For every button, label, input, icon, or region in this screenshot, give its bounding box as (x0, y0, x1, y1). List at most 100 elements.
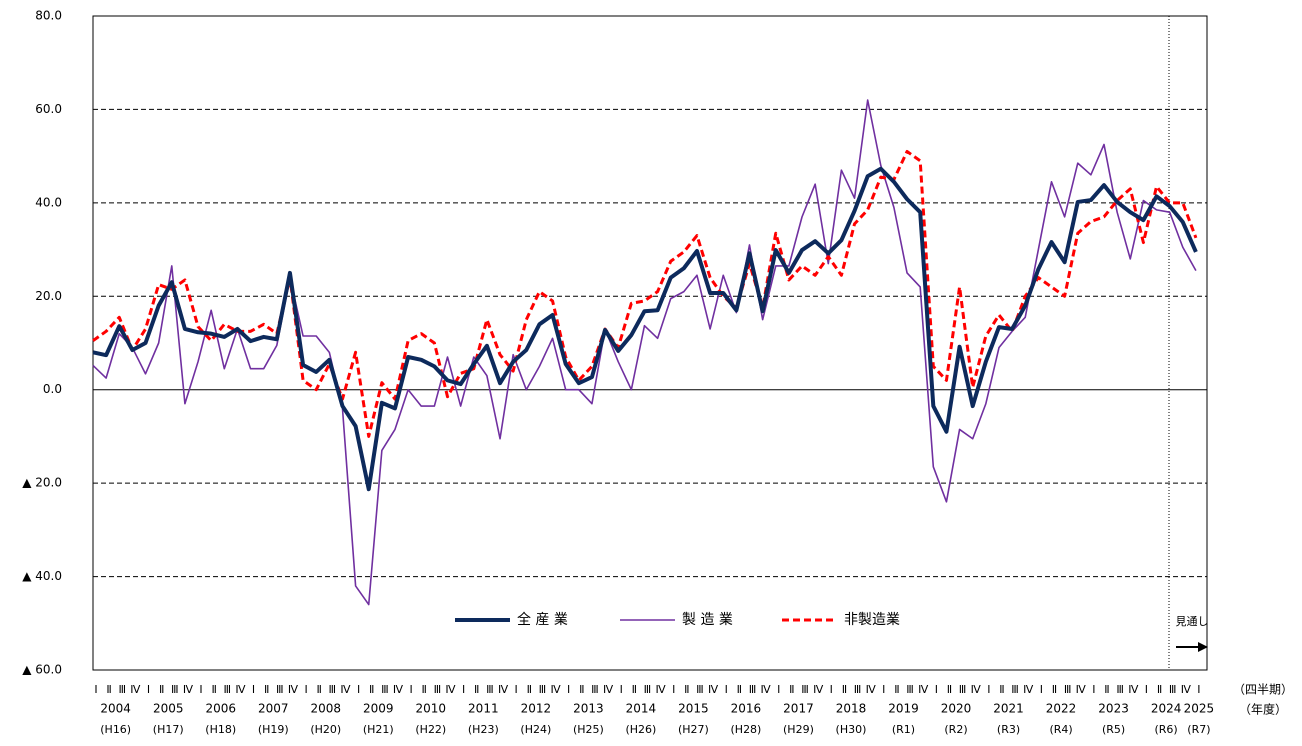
x-tick-label: Ⅱ (894, 683, 899, 696)
x-tick-label: Ⅰ (1197, 683, 1200, 696)
x-tick-label: Ⅰ (725, 683, 728, 696)
year-label: 2017 (783, 702, 814, 716)
x-tick-label: Ⅰ (147, 683, 150, 696)
legend-label: 非製造業 (844, 612, 900, 628)
x-tick-label: Ⅱ (579, 683, 584, 696)
forecast-arrowhead (1198, 642, 1208, 652)
era-label: (H23) (468, 723, 499, 736)
x-tick-label: Ⅳ (1023, 683, 1034, 696)
era-label: (H21) (363, 723, 394, 736)
year-label: 2022 (1046, 702, 1077, 716)
year-label: 2016 (731, 702, 762, 716)
x-tick-label: Ⅱ (316, 683, 321, 696)
year-label: 2025 (1184, 702, 1215, 716)
x-tick-label: Ⅱ (999, 683, 1004, 696)
x-tick-label: Ⅲ (854, 683, 862, 696)
legend-label: 製 造 業 (682, 612, 733, 628)
x-tick-label: Ⅳ (761, 683, 772, 696)
era-label: (R4) (1049, 723, 1072, 736)
x-tick-label: Ⅲ (329, 683, 337, 696)
era-label: (R1) (892, 723, 915, 736)
x-tick-label: Ⅳ (340, 683, 351, 696)
year-label: 2018 (836, 702, 867, 716)
x-tick-label: Ⅰ (1145, 683, 1148, 696)
x-tick-label: Ⅲ (1064, 683, 1072, 696)
x-tick-label: Ⅲ (801, 683, 809, 696)
year-label: 2023 (1098, 702, 1129, 716)
x-tick-label: Ⅳ (550, 683, 561, 696)
x-tick-label: Ⅲ (539, 683, 547, 696)
x-tick-label: Ⅲ (696, 683, 704, 696)
x-tick-label: Ⅲ (434, 683, 442, 696)
x-tick-label: Ⅱ (684, 683, 689, 696)
x-tick-label: Ⅱ (632, 683, 637, 696)
year-label: 2013 (573, 702, 604, 716)
year-label: 2006 (205, 702, 236, 716)
series-line (92, 99, 1197, 606)
x-tick-label: Ⅱ (1104, 683, 1109, 696)
x-tick-label: Ⅰ (1040, 683, 1043, 696)
era-label: (H19) (258, 723, 289, 736)
era-label: (H20) (310, 723, 341, 736)
era-label: (R7) (1187, 723, 1210, 736)
x-tick-label: Ⅲ (749, 683, 757, 696)
x-tick-label: Ⅰ (620, 683, 623, 696)
x-tick-label: Ⅱ (1052, 683, 1057, 696)
x-tick-label: Ⅳ (603, 683, 614, 696)
x-tick-label: Ⅱ (369, 683, 374, 696)
year-label: 2007 (258, 702, 289, 716)
y-tick-label: 80.0 (35, 9, 62, 23)
x-tick-label: Ⅱ (737, 683, 742, 696)
x-tick-label: Ⅲ (486, 683, 494, 696)
x-tick-label: Ⅰ (199, 683, 202, 696)
x-tick-label: Ⅳ (813, 683, 824, 696)
x-tick-label: Ⅲ (1116, 683, 1124, 696)
x-tick-label: Ⅳ (1181, 683, 1192, 696)
year-label: 2021 (993, 702, 1024, 716)
x-tick-label: Ⅳ (918, 683, 929, 696)
year-label: 2009 (363, 702, 394, 716)
x-tick-label: Ⅰ (252, 683, 255, 696)
x-tick-label: Ⅱ (264, 683, 269, 696)
x-tick-label: Ⅲ (1011, 683, 1019, 696)
x-tick-label: Ⅰ (567, 683, 570, 696)
x-tick-label: Ⅳ (656, 683, 667, 696)
x-tick-label: Ⅳ (498, 683, 509, 696)
x-tick-label: Ⅱ (422, 683, 427, 696)
y-tick-label: ▲ 60.0 (22, 663, 62, 677)
year-label: 2008 (311, 702, 342, 716)
x-tick-label: Ⅲ (381, 683, 389, 696)
plot-frame (92, 15, 1208, 671)
x-tick-label: Ⅲ (591, 683, 599, 696)
x-tick-label: Ⅰ (357, 683, 360, 696)
era-label: (H16) (100, 723, 131, 736)
era-label: (R5) (1102, 723, 1125, 736)
x-tick-label: Ⅲ (224, 683, 232, 696)
y-tick-label: ▲ 20.0 (22, 476, 62, 490)
x-tick-label: Ⅰ (987, 683, 990, 696)
year-label: 2024 (1151, 702, 1182, 716)
x-tick-label: Ⅳ (445, 683, 456, 696)
year-label: 2012 (521, 702, 552, 716)
year-axis-label: （年度） (1239, 702, 1287, 717)
era-label: (H22) (415, 723, 446, 736)
era-label: (H28) (731, 723, 762, 736)
x-tick-label: Ⅲ (118, 683, 126, 696)
era-label: (R3) (997, 723, 1020, 736)
y-tick-label: 0.0 (43, 382, 62, 396)
x-tick-label: Ⅲ (276, 683, 284, 696)
year-label: 2010 (416, 702, 447, 716)
x-tick-label: Ⅰ (935, 683, 938, 696)
era-label: (H18) (205, 723, 236, 736)
x-tick-label: Ⅱ (842, 683, 847, 696)
x-tick-label: Ⅰ (882, 683, 885, 696)
y-tick-label: 20.0 (35, 289, 62, 303)
x-tick-label: Ⅲ (1169, 683, 1177, 696)
x-tick-label: Ⅳ (393, 683, 404, 696)
x-tick-label: Ⅰ (515, 683, 518, 696)
era-label: (R2) (944, 723, 967, 736)
era-label: (R6) (1154, 723, 1177, 736)
x-tick-label: Ⅳ (183, 683, 194, 696)
x-tick-label: Ⅳ (971, 683, 982, 696)
